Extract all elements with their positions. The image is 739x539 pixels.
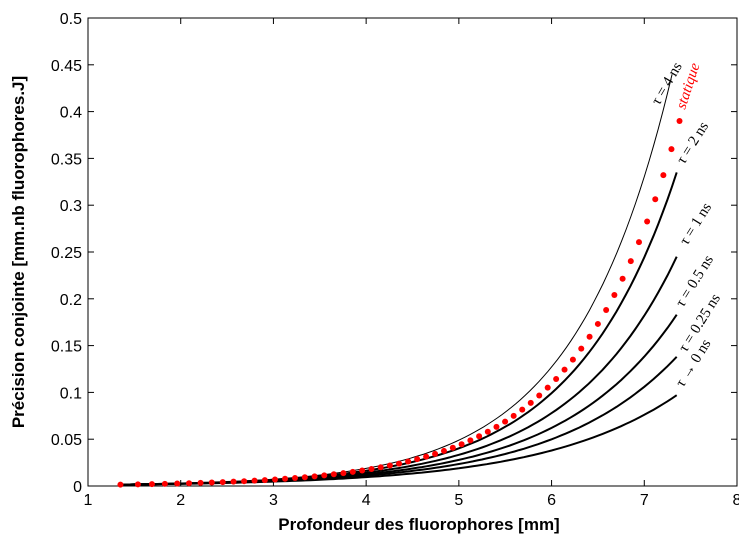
statique-point	[377, 464, 384, 471]
statique-point	[117, 481, 124, 488]
statique-point	[603, 307, 610, 314]
statique-point	[230, 478, 237, 485]
statique-point	[676, 117, 683, 124]
x-tick-label: 2	[176, 492, 185, 509]
y-axis-label: Précision conjointe [mm.nb fluorophores.…	[9, 76, 28, 428]
statique-point	[349, 468, 356, 475]
statique-point	[241, 478, 248, 485]
statique-point	[432, 450, 439, 457]
statique-point	[396, 460, 403, 467]
statique-point	[174, 480, 181, 487]
series-label: τ = 1 ns	[677, 200, 715, 248]
statique-point	[627, 258, 634, 265]
statique-point	[197, 479, 204, 486]
statique-point	[330, 471, 337, 478]
y-tick-label: 0	[73, 479, 82, 496]
y-tick-label: 0.1	[60, 385, 82, 402]
statique-point	[261, 477, 268, 484]
series-label: τ = 2 ns	[674, 119, 712, 167]
statique-point	[644, 218, 651, 225]
statique-point	[440, 447, 447, 454]
statique-point	[311, 473, 318, 480]
y-tick-label: 0.4	[60, 105, 82, 122]
series-statique	[117, 117, 683, 488]
statique-point	[282, 475, 289, 482]
statique-point	[484, 428, 491, 435]
statique-point	[578, 345, 585, 352]
statique-point	[536, 392, 543, 399]
series-layer	[117, 74, 683, 488]
statique-point	[586, 333, 593, 340]
y-tick-label: 0.3	[60, 198, 82, 215]
statique-point	[291, 475, 298, 482]
plot-frame	[87, 17, 738, 487]
statique-point	[134, 481, 141, 488]
statique-point	[493, 423, 500, 430]
series-line	[120, 256, 678, 486]
statique-point	[186, 480, 193, 487]
statique-point	[423, 453, 430, 460]
y-tick-label: 0.45	[51, 58, 82, 75]
x-axis-label: Profondeur des fluorophores [mm]	[278, 515, 559, 534]
y-tick-label: 0.05	[51, 432, 82, 449]
statique-point	[668, 146, 675, 153]
statique-point	[476, 433, 483, 440]
statique-point	[321, 472, 328, 479]
statique-point	[208, 479, 215, 486]
statique-point	[219, 479, 226, 486]
statique-point	[569, 356, 576, 363]
statique-point	[414, 456, 421, 463]
x-tick-label: 4	[362, 492, 371, 509]
statique-point	[594, 320, 601, 327]
statique-point	[652, 196, 659, 203]
plot-area	[87, 17, 738, 487]
x-tick-label: 6	[547, 492, 556, 509]
x-tick-label: 3	[269, 492, 278, 509]
statique-point	[635, 239, 642, 246]
statique-point	[161, 480, 168, 487]
statique-point	[544, 384, 551, 391]
statique-point	[458, 441, 465, 448]
y-tick-label: 0.25	[51, 245, 82, 262]
statique-point	[660, 172, 667, 179]
y-tick-label: 0.35	[51, 151, 82, 168]
statique-point	[359, 467, 366, 474]
statique-point	[502, 418, 509, 425]
statique-point	[619, 275, 626, 282]
statique-point	[405, 458, 412, 465]
series-line	[120, 314, 678, 486]
y-tick-label: 0.2	[60, 292, 82, 309]
statique-point	[561, 366, 568, 373]
x-tick-label: 5	[454, 492, 463, 509]
statique-point	[272, 476, 279, 483]
statique-point	[251, 477, 258, 484]
statique-point	[553, 376, 560, 383]
x-tick-label: 7	[640, 492, 649, 509]
x-tick-label: 8	[733, 492, 739, 509]
y-tick-label: 0.5	[60, 11, 82, 28]
statique-point	[519, 406, 526, 413]
statique-point	[301, 474, 308, 481]
statique-point	[527, 399, 534, 406]
axis-ticks: 1 2 3 4 5 6 7 8 0 0.05 0.1 0.15 0.2 0.25 0.3 0.35 0.4 0.4…	[51, 11, 739, 509]
statique-point	[510, 412, 517, 419]
statique-point	[611, 292, 618, 299]
statique-point	[340, 470, 347, 477]
curve-labels: τ = 4 nsτ = 2 nsτ = 1 nsτ = 0.5 nsτ = 0.…	[649, 60, 724, 391]
x-tick-label: 1	[84, 492, 93, 509]
statique-point	[449, 444, 456, 451]
statique-point	[386, 462, 393, 469]
statique-point	[467, 437, 474, 444]
statique-point	[148, 481, 155, 488]
y-tick-label: 0.15	[51, 339, 82, 356]
statique-point	[368, 465, 375, 472]
